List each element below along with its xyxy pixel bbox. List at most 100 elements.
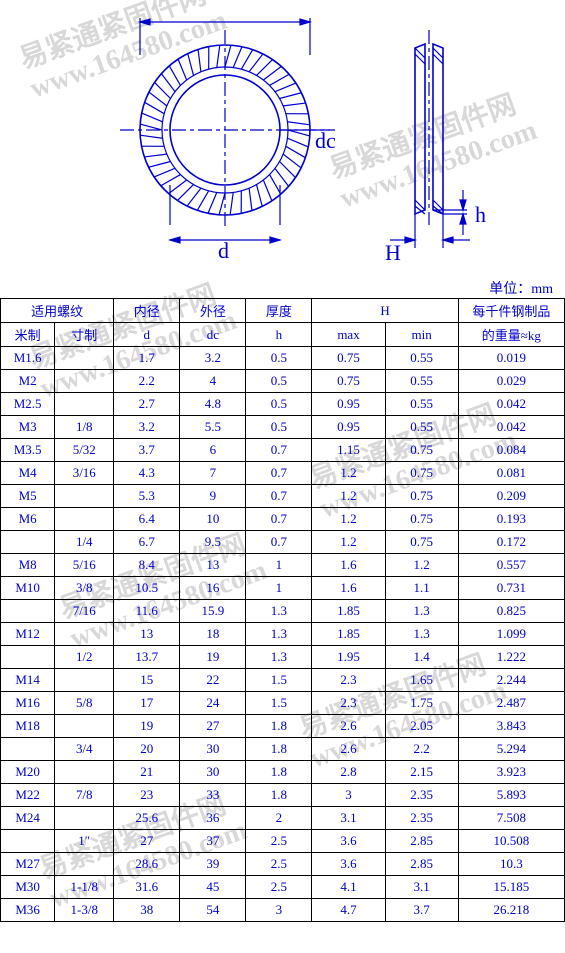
- table-row: M1819271.82.62.053.843: [1, 715, 565, 738]
- cell-h: 1.8: [246, 738, 312, 761]
- table-row: 1/46.79.50.71.20.750.172: [1, 531, 565, 554]
- cell-kg: 0.029: [458, 370, 564, 393]
- cell-inch: [55, 370, 114, 393]
- hdr-max: max: [312, 323, 385, 347]
- cell-max: 1.95: [312, 646, 385, 669]
- cell-metric: M3.5: [1, 439, 55, 462]
- cell-max: 2.6: [312, 738, 385, 761]
- cell-h: 1.8: [246, 761, 312, 784]
- cell-dc: 15.9: [180, 600, 246, 623]
- cell-metric: M2.5: [1, 393, 55, 416]
- cell-h: 0.7: [246, 462, 312, 485]
- cell-kg: 0.084: [458, 439, 564, 462]
- cell-h: 1.3: [246, 623, 312, 646]
- cell-metric: M30: [1, 876, 55, 899]
- svg-text:dc: dc: [315, 128, 336, 153]
- cell-dc: 36: [180, 807, 246, 830]
- table-row: M85/168.41311.61.20.557: [1, 554, 565, 577]
- cell-max: 2.3: [312, 692, 385, 715]
- cell-dc: 54: [180, 899, 246, 922]
- cell-min: 1.1: [385, 577, 458, 600]
- cell-kg: 2.244: [458, 669, 564, 692]
- cell-kg: 2.487: [458, 692, 564, 715]
- cell-inch: 1/4: [55, 531, 114, 554]
- cell-metric: M6: [1, 508, 55, 531]
- cell-h: 0.5: [246, 347, 312, 370]
- cell-max: 1.6: [312, 577, 385, 600]
- cell-inch: 7/8: [55, 784, 114, 807]
- table-row: M1.61.73.20.50.750.550.019: [1, 347, 565, 370]
- cell-h: 1.8: [246, 715, 312, 738]
- svg-text:H: H: [385, 240, 401, 265]
- cell-dc: 30: [180, 761, 246, 784]
- cell-d: 3.2: [114, 416, 180, 439]
- cell-kg: 0.019: [458, 347, 564, 370]
- table-row: M31/83.25.50.50.950.550.042: [1, 416, 565, 439]
- cell-inch: 1-3/8: [55, 899, 114, 922]
- cell-max: 1.2: [312, 485, 385, 508]
- cell-d: 13: [114, 623, 180, 646]
- cell-d: 17: [114, 692, 180, 715]
- cell-min: 0.75: [385, 485, 458, 508]
- cell-metric: M27: [1, 853, 55, 876]
- hdr-h: h: [246, 323, 312, 347]
- cell-inch: [55, 485, 114, 508]
- cell-max: 1.85: [312, 623, 385, 646]
- cell-min: 1.4: [385, 646, 458, 669]
- cell-metric: M24: [1, 807, 55, 830]
- cell-metric: M5: [1, 485, 55, 508]
- cell-d: 31.6: [114, 876, 180, 899]
- cell-metric: M14: [1, 669, 55, 692]
- cell-kg: 15.185: [458, 876, 564, 899]
- cell-d: 6.4: [114, 508, 180, 531]
- cell-dc: 19: [180, 646, 246, 669]
- table-row: M43/164.370.71.20.750.081: [1, 462, 565, 485]
- cell-kg: 0.731: [458, 577, 564, 600]
- hdr-outer: 外径: [180, 299, 246, 323]
- cell-dc: 16: [180, 577, 246, 600]
- cell-kg: 5.294: [458, 738, 564, 761]
- hdr-weight1: 每千件钢制品: [458, 299, 564, 323]
- cell-h: 1.3: [246, 646, 312, 669]
- cell-min: 3.1: [385, 876, 458, 899]
- cell-inch: 1/8: [55, 416, 114, 439]
- cell-d: 5.3: [114, 485, 180, 508]
- cell-h: 2.5: [246, 853, 312, 876]
- cell-h: 2.5: [246, 876, 312, 899]
- cell-inch: [55, 807, 114, 830]
- cell-dc: 4.8: [180, 393, 246, 416]
- cell-min: 0.55: [385, 370, 458, 393]
- cell-min: 0.75: [385, 508, 458, 531]
- table-row: M1213181.31.851.31.099: [1, 623, 565, 646]
- cell-max: 2.3: [312, 669, 385, 692]
- cell-d: 23: [114, 784, 180, 807]
- cell-min: 0.75: [385, 531, 458, 554]
- table-row: M3.55/323.760.71.150.750.084: [1, 439, 565, 462]
- cell-inch: [55, 508, 114, 531]
- table-row: M2728.6392.53.62.8510.3: [1, 853, 565, 876]
- cell-max: 3.6: [312, 830, 385, 853]
- cell-d: 27: [114, 830, 180, 853]
- table-row: M301-1/831.6452.54.13.115.185: [1, 876, 565, 899]
- cell-h: 0.5: [246, 370, 312, 393]
- cell-kg: 0.042: [458, 416, 564, 439]
- table-row: M22.240.50.750.550.029: [1, 370, 565, 393]
- cell-inch: [55, 715, 114, 738]
- cell-h: 1.5: [246, 692, 312, 715]
- cell-metric: M4: [1, 462, 55, 485]
- cell-min: 0.75: [385, 439, 458, 462]
- cell-inch: 3/8: [55, 577, 114, 600]
- cell-metric: M22: [1, 784, 55, 807]
- cell-d: 2.7: [114, 393, 180, 416]
- cell-max: 0.95: [312, 393, 385, 416]
- cell-metric: M2: [1, 370, 55, 393]
- cell-kg: 10.508: [458, 830, 564, 853]
- cell-min: 2.05: [385, 715, 458, 738]
- cell-dc: 24: [180, 692, 246, 715]
- cell-inch: 1″: [55, 830, 114, 853]
- table-row: M2425.63623.12.357.508: [1, 807, 565, 830]
- cell-h: 0.5: [246, 416, 312, 439]
- cell-max: 1.2: [312, 462, 385, 485]
- cell-kg: 5.893: [458, 784, 564, 807]
- cell-d: 8.4: [114, 554, 180, 577]
